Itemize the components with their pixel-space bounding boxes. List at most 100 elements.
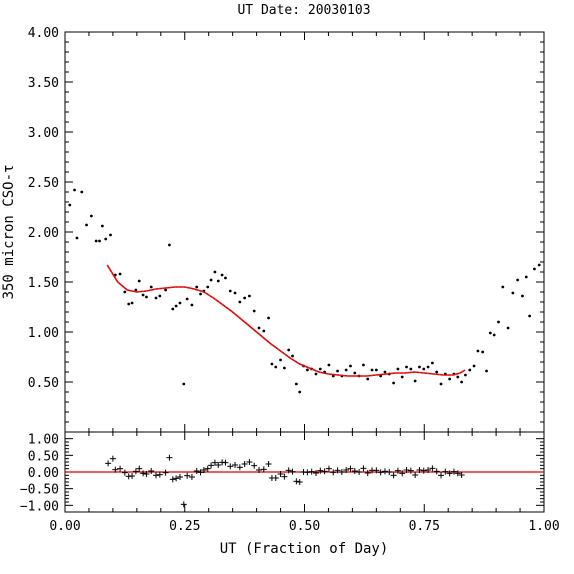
data-point <box>279 358 282 362</box>
data-point <box>291 354 294 358</box>
data-point <box>134 288 138 292</box>
data-point <box>267 316 270 320</box>
main-plot-frame <box>64 31 545 433</box>
data-point <box>262 329 266 333</box>
data-point <box>464 373 467 377</box>
residual-point <box>251 462 258 469</box>
data-point <box>366 377 370 381</box>
residual-point <box>347 465 354 472</box>
main-y-tick-label: 3.00 <box>28 126 59 141</box>
residual-point <box>265 461 272 467</box>
x-axis-label: UT (Fraction of Day) <box>220 541 389 557</box>
data-point <box>318 367 322 371</box>
data-point <box>392 381 395 385</box>
data-point <box>109 233 112 237</box>
data-point <box>430 361 434 365</box>
residual-point <box>399 470 406 477</box>
residual-point <box>325 465 332 472</box>
residual-point <box>390 472 397 479</box>
data-point <box>141 293 145 297</box>
data-point <box>472 364 476 368</box>
residual-point <box>109 455 116 462</box>
residual-point <box>403 467 410 473</box>
data-point <box>287 348 291 352</box>
main-axis-ticks <box>64 32 545 432</box>
residual-point <box>446 470 453 477</box>
residual-point <box>180 501 187 508</box>
residual-point <box>136 465 143 472</box>
data-point <box>305 368 309 372</box>
data-point <box>282 366 286 370</box>
x-tick-labels: 0.00 0.25 0.50 0.75 1.00 <box>49 519 559 534</box>
data-point <box>456 375 460 379</box>
data-point <box>370 368 374 372</box>
data-point <box>439 382 443 386</box>
data-point <box>213 270 217 274</box>
data-point <box>336 369 339 373</box>
data-point <box>85 223 88 227</box>
data-point <box>270 362 274 366</box>
data-point <box>298 390 302 394</box>
data-point <box>400 375 404 379</box>
residual-point <box>360 465 367 472</box>
residual-point <box>334 467 341 474</box>
residual-point <box>132 468 139 475</box>
data-point <box>127 302 131 306</box>
residual-data-points <box>105 454 465 508</box>
residual-point <box>433 468 440 475</box>
residual-point <box>317 467 324 474</box>
residual-point <box>351 468 358 474</box>
data-point <box>524 275 528 279</box>
data-point <box>216 279 220 283</box>
residual-point <box>200 467 207 473</box>
residual-point <box>308 468 315 475</box>
data-point <box>182 382 186 386</box>
data-point <box>233 291 237 295</box>
residual-point <box>412 472 419 478</box>
residual-point <box>143 471 150 477</box>
data-point <box>130 301 134 305</box>
data-point <box>80 190 84 194</box>
fit-curve <box>106 264 466 377</box>
data-point <box>178 301 182 305</box>
residual-point <box>193 468 200 474</box>
data-point <box>94 239 98 243</box>
residual-point <box>232 462 239 468</box>
fit-curve-dots <box>107 264 466 377</box>
residual-point <box>381 468 388 475</box>
data-point <box>154 296 158 300</box>
data-point <box>353 371 357 375</box>
residual-point <box>321 468 328 475</box>
residual-point <box>121 469 128 476</box>
fit-curve-line <box>106 264 466 377</box>
residual-point <box>188 474 195 480</box>
data-point <box>123 290 127 294</box>
data-point <box>344 368 348 372</box>
residual-point <box>312 470 319 476</box>
data-point <box>426 365 430 369</box>
resid-y-tick-label: 0.50 <box>28 449 59 464</box>
data-point <box>409 367 413 371</box>
residual-point <box>129 473 136 479</box>
main-y-tick-label: 3.50 <box>28 76 59 91</box>
data-point <box>104 237 108 241</box>
residual-point <box>407 467 414 474</box>
x-tick-label: 0.00 <box>49 519 80 534</box>
residual-point <box>112 466 119 473</box>
residual-point <box>454 470 461 477</box>
data-point <box>418 365 421 369</box>
data-point <box>314 372 318 376</box>
main-y-tick-label: 1.50 <box>28 276 59 291</box>
data-point <box>100 224 104 228</box>
data-point <box>220 273 224 277</box>
data-point <box>274 365 278 369</box>
residual-point <box>169 476 176 483</box>
data-point <box>492 333 496 337</box>
data-point <box>206 285 210 289</box>
data-point <box>294 382 298 386</box>
residual-point <box>373 467 380 474</box>
data-point <box>435 370 439 374</box>
residual-point <box>184 472 191 479</box>
data-point <box>89 214 93 218</box>
data-point <box>506 326 510 330</box>
